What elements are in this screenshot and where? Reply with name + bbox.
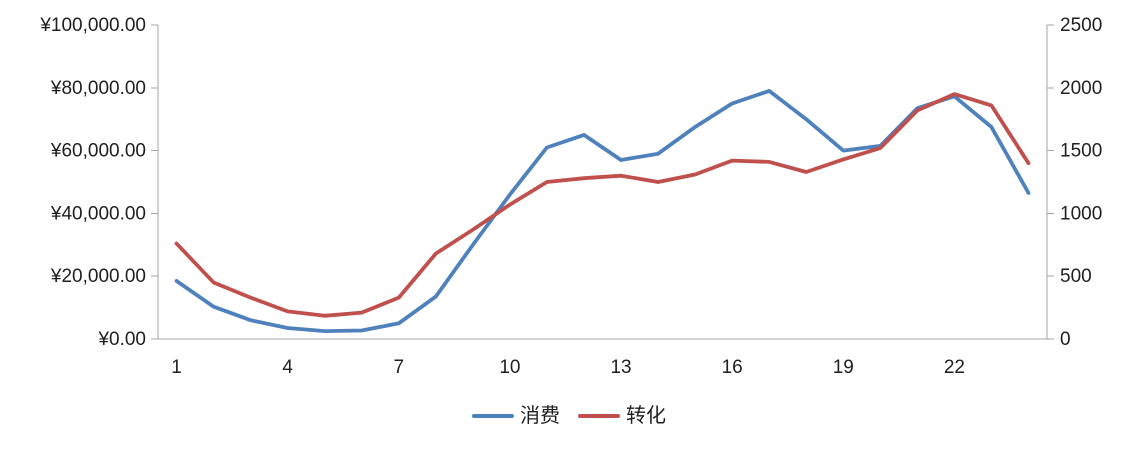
x-axis-tick-label: 22 xyxy=(944,357,965,378)
x-axis: 1 4 7 10 13 16 19 22 xyxy=(158,338,1047,378)
right-axis-tick-label: 1000 xyxy=(1060,203,1102,224)
left-axis-tick-label: ¥20,000.00 xyxy=(50,266,146,287)
legend-item-conversion: 转化 xyxy=(578,406,666,426)
right-axis-tick-label: 1500 xyxy=(1060,141,1102,162)
right-axis-line xyxy=(1046,24,1054,340)
x-axis-tick-label: 13 xyxy=(610,357,631,378)
right-axis-tick-label: 2000 xyxy=(1060,78,1102,99)
x-axis-tick-label: 19 xyxy=(833,357,854,378)
legend-label-conversion: 转化 xyxy=(626,405,666,427)
legend-item-consumption: 消费 xyxy=(472,406,560,426)
conversion-line-swatch xyxy=(578,414,620,418)
x-axis-tick-label: 1 xyxy=(171,357,182,378)
left-axis-tick-label: ¥0.00 xyxy=(97,329,146,350)
right-axis-tick-label: 2500 xyxy=(1060,15,1102,36)
left-axis-line xyxy=(151,24,159,340)
right-axis: 0 500 1000 1500 2000 2500 xyxy=(1046,15,1102,350)
series-lines xyxy=(174,89,1031,334)
right-axis-tick-label: 0 xyxy=(1060,329,1071,350)
x-axis-tick-label: 7 xyxy=(393,357,404,378)
x-axis-tick-label: 16 xyxy=(722,357,743,378)
legend-label-consumption: 消费 xyxy=(520,405,560,427)
x-axis-tick-label: 10 xyxy=(499,357,520,378)
left-axis-tick-label: ¥100,000.00 xyxy=(39,15,146,36)
consumption-line-swatch xyxy=(472,414,514,418)
left-axis-tick-label: ¥60,000.00 xyxy=(50,141,146,162)
left-axis-tick-label: ¥40,000.00 xyxy=(50,203,146,224)
chart-legend: 消费 转化 xyxy=(0,406,1138,426)
x-axis-tick-label: 4 xyxy=(282,357,293,378)
right-axis-tick-label: 500 xyxy=(1060,266,1092,287)
series-line-conversion xyxy=(174,92,1031,318)
left-axis: ¥0.00 ¥20,000.00 ¥40,000.00 ¥60,000.00 ¥80,0… xyxy=(39,15,159,350)
left-axis-tick-label: ¥80,000.00 xyxy=(50,78,146,99)
